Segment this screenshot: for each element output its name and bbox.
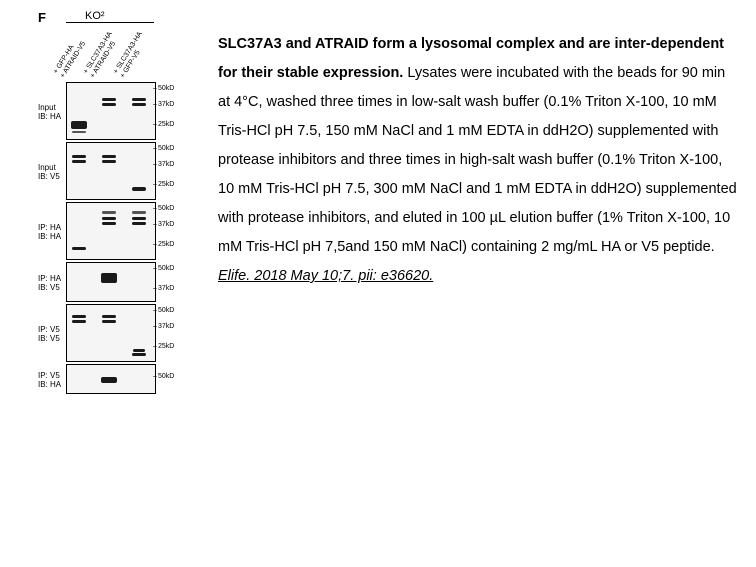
- band: [132, 211, 146, 214]
- band: [72, 131, 86, 133]
- mw-marker: 25kD: [158, 121, 174, 128]
- band: [132, 222, 146, 225]
- band: [72, 155, 86, 158]
- band: [102, 160, 116, 163]
- mw-marker: 37kD: [158, 285, 174, 292]
- blot-row-label: IP: V5IB: HA: [38, 364, 66, 389]
- band: [102, 222, 116, 225]
- mw-markers: 50kD 37kD: [156, 262, 186, 302]
- figure-caption: SLC37A3 and ATRAID form a lysosomal comp…: [218, 30, 738, 291]
- band: [102, 211, 116, 214]
- mw-marker: 50kD: [158, 145, 174, 152]
- blot-row-label: InputIB: HA: [38, 82, 66, 121]
- mw-marker: 25kD: [158, 181, 174, 188]
- band: [133, 349, 145, 352]
- blot-row-label: IP: HAIB: HA: [38, 202, 66, 241]
- band: [72, 315, 86, 318]
- mw-marker: 37kD: [158, 101, 174, 108]
- mw-marker: 50kD: [158, 85, 174, 92]
- gel-image: [66, 364, 156, 394]
- band: [102, 98, 116, 101]
- band: [102, 320, 116, 323]
- mw-marker: 50kD: [158, 265, 174, 272]
- mw-markers: 50kD 37kD 25kD: [156, 304, 186, 362]
- band: [72, 247, 86, 250]
- mw-marker: 50kD: [158, 205, 174, 212]
- western-blot-panel: InputIB: HA 50kD 37kD 25kD InputIB: V5 50kD 37…: [38, 82, 198, 396]
- blot-row-label: IP: HAIB: V5: [38, 262, 66, 292]
- mw-marker: 25kD: [158, 343, 174, 350]
- band: [102, 103, 116, 106]
- blot-row-1: InputIB: V5 50kD 37kD 25kD: [38, 142, 198, 200]
- mw-marker: 25kD: [158, 241, 174, 248]
- blot-row-5: IP: V5IB: HA 50kD: [38, 364, 198, 394]
- blot-row-label: IP: V5IB: V5: [38, 304, 66, 343]
- mw-marker: 37kD: [158, 161, 174, 168]
- band: [102, 315, 116, 318]
- band: [72, 320, 86, 323]
- band: [101, 273, 117, 283]
- band: [132, 98, 146, 101]
- blot-row-3: IP: HAIB: V5 50kD 37kD: [38, 262, 198, 302]
- band: [71, 121, 87, 129]
- band: [132, 217, 146, 220]
- band: [132, 103, 146, 106]
- gel-image: [66, 142, 156, 200]
- lane-label-0: + GFP-HA+ ATRAID-V5: [52, 36, 89, 80]
- ko-bar: [66, 22, 154, 23]
- band: [132, 353, 146, 356]
- blot-row-4: IP: V5IB: V5 50kD 37kD 25kD: [38, 304, 198, 362]
- band: [132, 187, 146, 191]
- gel-image: [66, 82, 156, 140]
- citation: Elife. 2018 May 10;7. pii: e36620.: [218, 268, 433, 284]
- caption-body: Lysates were incubated with the beads fo…: [218, 65, 737, 255]
- mw-markers: 50kD 37kD 25kD: [156, 82, 186, 140]
- mw-marker: 37kD: [158, 221, 174, 228]
- mw-marker: 37kD: [158, 323, 174, 330]
- mw-markers: 50kD 37kD 25kD: [156, 142, 186, 200]
- gel-image: [66, 202, 156, 260]
- band: [102, 155, 116, 158]
- mw-markers: 50kD: [156, 364, 186, 394]
- mw-markers: 50kD 37kD 25kD: [156, 202, 186, 260]
- panel-label: F: [38, 10, 46, 25]
- blot-row-2: IP: HAIB: HA 50kD 37kD 25kD: [38, 202, 198, 260]
- ko-label: KO²: [85, 10, 105, 22]
- band: [101, 377, 117, 383]
- gel-image: [66, 304, 156, 362]
- blot-row-label: InputIB: V5: [38, 142, 66, 181]
- mw-marker: 50kD: [158, 373, 174, 380]
- gel-image: [66, 262, 156, 302]
- band: [72, 160, 86, 163]
- mw-marker: 50kD: [158, 307, 174, 314]
- blot-row-0: InputIB: HA 50kD 37kD 25kD: [38, 82, 198, 140]
- lane-labels: + GFP-HA+ ATRAID-V5+ SLC37A3-HA+ ATRAID-…: [62, 28, 162, 80]
- band: [102, 217, 116, 220]
